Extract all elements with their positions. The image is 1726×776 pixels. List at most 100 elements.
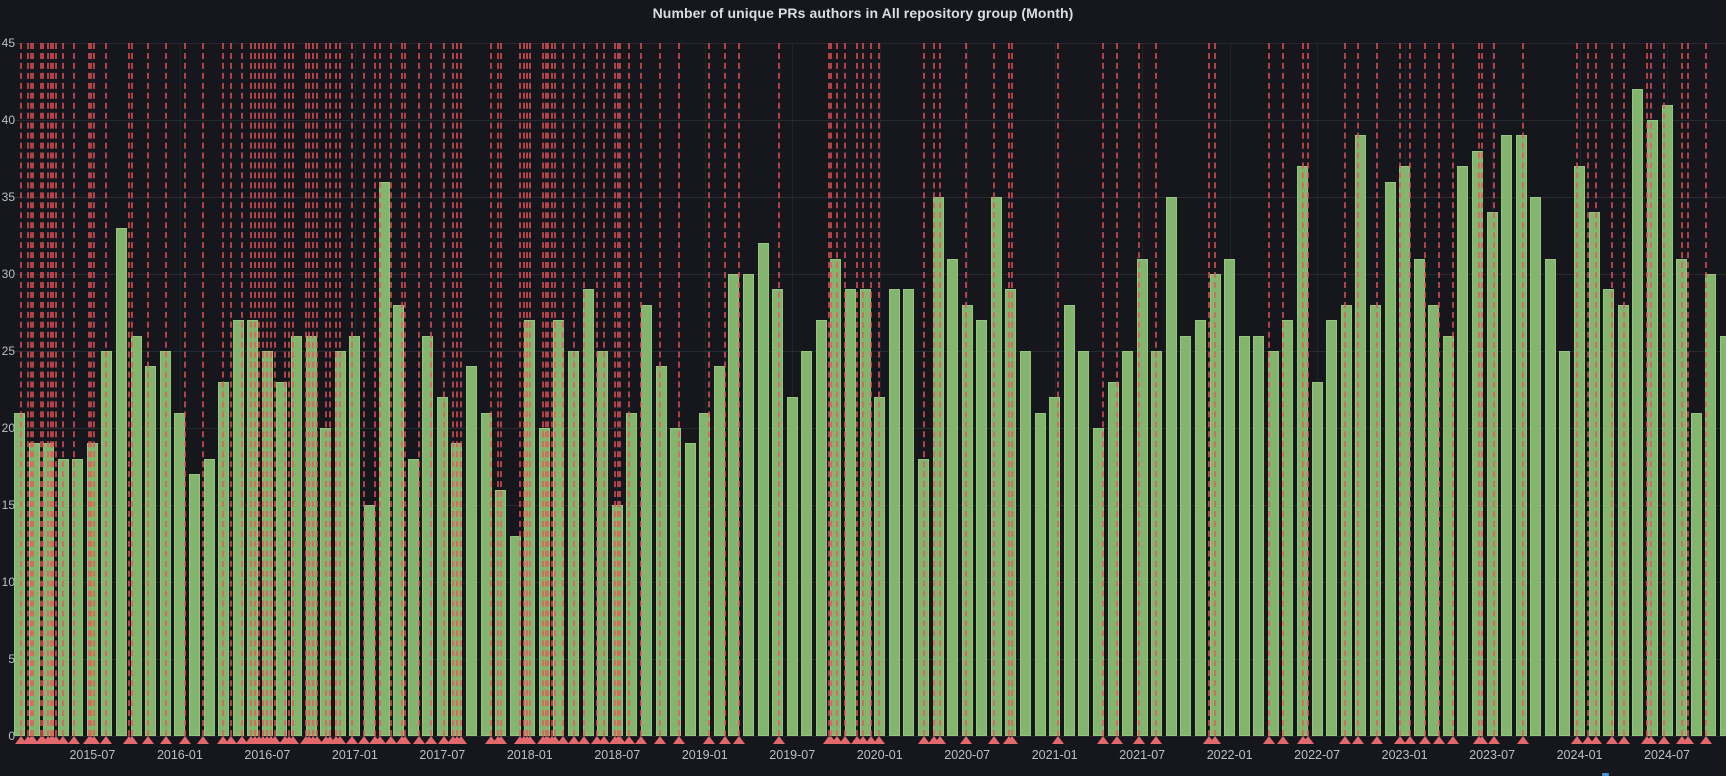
annotation-line[interactable] [1705, 43, 1707, 736]
annotation-line[interactable] [128, 43, 130, 736]
annotation-marker[interactable] [334, 736, 346, 744]
annotation-line[interactable] [1399, 43, 1401, 736]
annotation-line[interactable] [640, 43, 642, 736]
annotation-marker[interactable] [557, 736, 569, 744]
annotation-line[interactable] [147, 43, 149, 736]
annotation-line[interactable] [1357, 43, 1359, 736]
annotation-line[interactable] [844, 43, 846, 736]
annotation-marker[interactable] [598, 736, 610, 744]
annotation-line[interactable] [1587, 43, 1589, 736]
annotation-line[interactable] [443, 43, 445, 736]
annotation-marker[interactable] [1700, 736, 1712, 744]
bar-month-93[interactable] [1370, 305, 1381, 736]
annotation-marker[interactable] [179, 736, 191, 744]
annotation-line[interactable] [1481, 43, 1483, 736]
annotation-line[interactable] [50, 43, 52, 736]
annotation-line[interactable] [258, 43, 260, 736]
annotation-line[interactable] [551, 43, 553, 736]
annotation-marker[interactable] [495, 736, 507, 744]
annotation-line[interactable] [1008, 43, 1010, 736]
bar-month-73[interactable] [1078, 351, 1089, 736]
bar-month-79[interactable] [1166, 197, 1177, 736]
annotation-line[interactable] [254, 43, 256, 736]
bar-month-5[interactable] [87, 443, 98, 736]
annotation-line[interactable] [55, 43, 57, 736]
bar-month-89[interactable] [1312, 382, 1323, 736]
annotation-line[interactable] [619, 43, 621, 736]
annotation-marker[interactable] [719, 736, 731, 744]
bar-month-102[interactable] [1501, 135, 1512, 736]
annotation-marker[interactable] [1006, 736, 1018, 744]
bar-month-0[interactable] [14, 413, 25, 736]
annotation-line[interactable] [1011, 43, 1013, 736]
bar-month-81[interactable] [1195, 320, 1206, 736]
bar-month-103[interactable] [1516, 135, 1527, 736]
annotation-line[interactable] [202, 43, 204, 736]
bar-month-4[interactable] [72, 459, 83, 736]
annotation-marker[interactable] [549, 736, 561, 744]
annotation-marker[interactable] [1571, 736, 1583, 744]
annotation-line[interactable] [545, 43, 547, 736]
annotation-line[interactable] [288, 43, 290, 736]
annotation-marker[interactable] [873, 736, 885, 744]
annotation-line[interactable] [1102, 43, 1104, 736]
annotation-line[interactable] [778, 43, 780, 736]
bar-month-106[interactable] [1559, 351, 1570, 736]
bar-month-19[interactable] [291, 336, 302, 736]
annotation-line[interactable] [27, 43, 29, 736]
bar-month-26[interactable] [393, 305, 404, 736]
annotation-line[interactable] [418, 43, 420, 736]
bar-month-112[interactable] [1647, 120, 1658, 736]
annotation-marker[interactable] [1209, 736, 1221, 744]
annotation-line[interactable] [573, 43, 575, 736]
annotation-line[interactable] [93, 43, 95, 736]
annotation-line[interactable] [1302, 43, 1304, 736]
annotation-line[interactable] [390, 43, 392, 736]
annotation-marker[interactable] [673, 736, 685, 744]
bar-month-45[interactable] [670, 428, 681, 736]
annotation-line[interactable] [20, 43, 22, 736]
annotation-marker[interactable] [1302, 736, 1314, 744]
annotation-line[interactable] [1438, 43, 1440, 736]
annotation-line[interactable] [305, 43, 307, 736]
annotation-marker[interactable] [1263, 736, 1275, 744]
bar-month-65[interactable] [962, 305, 973, 736]
annotation-line[interactable] [42, 43, 44, 736]
annotation-line[interactable] [270, 43, 272, 736]
bar-month-76[interactable] [1122, 351, 1133, 736]
annotation-marker[interactable] [1682, 736, 1694, 744]
annotation-line[interactable] [230, 43, 232, 736]
annotation-line[interactable] [363, 43, 365, 736]
bar-month-99[interactable] [1457, 166, 1468, 736]
bar-month-109[interactable] [1603, 289, 1614, 736]
annotation-line[interactable] [830, 43, 832, 736]
annotation-line[interactable] [335, 43, 337, 736]
annotation-line[interactable] [1611, 43, 1613, 736]
bar-month-13[interactable] [204, 459, 215, 736]
annotation-marker[interactable] [50, 736, 62, 744]
annotation-line[interactable] [724, 43, 726, 736]
annotation-line[interactable] [547, 43, 549, 736]
annotation-marker[interactable] [623, 736, 635, 744]
annotation-marker[interactable] [1645, 736, 1657, 744]
annotation-marker[interactable] [236, 736, 248, 744]
annotation-marker[interactable] [438, 736, 450, 744]
annotation-line[interactable] [284, 43, 286, 736]
bar-month-108[interactable] [1589, 212, 1600, 736]
annotation-marker[interactable] [374, 736, 386, 744]
annotation-line[interactable] [241, 43, 243, 736]
annotation-marker[interactable] [1433, 736, 1445, 744]
bar-month-42[interactable] [626, 413, 637, 736]
annotation-marker[interactable] [733, 736, 745, 744]
annotation-line[interactable] [1681, 43, 1683, 736]
annotation-line[interactable] [1650, 43, 1652, 736]
annotation-line[interactable] [542, 43, 544, 736]
annotation-line[interactable] [1208, 43, 1210, 736]
bar-month-77[interactable] [1137, 259, 1148, 736]
bar-month-117[interactable] [1720, 336, 1726, 736]
bar-month-36[interactable] [539, 428, 550, 736]
annotation-line[interactable] [1307, 43, 1309, 736]
annotation-line[interactable] [131, 43, 133, 736]
annotation-marker[interactable] [839, 736, 851, 744]
annotation-marker[interactable] [1097, 736, 1109, 744]
